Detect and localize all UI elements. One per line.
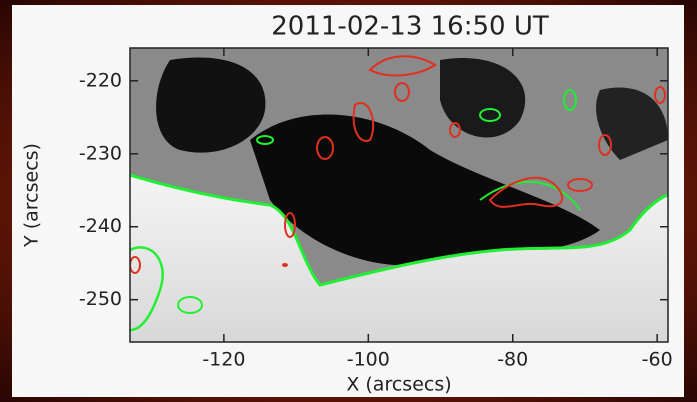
x-tick-label: -60 [642, 349, 673, 371]
solar-image [130, 48, 668, 342]
x-tick-label: -80 [497, 349, 528, 371]
y-axis-label: Y (arcsecs) [21, 143, 43, 248]
y-tick-label: -220 [79, 69, 122, 91]
x-tick-label: -120 [202, 349, 245, 371]
chart-title: 2011-02-13 16:50 UT [271, 12, 549, 42]
y-tick-label: -250 [79, 288, 122, 310]
x-axis-label: X (arcsecs) [346, 374, 451, 396]
chart: 2011-02-13 16:50 UT X (arcsecs) Y (arcse… [0, 0, 697, 402]
page: 2011-02-13 16:50 UT X (arcsecs) Y (arcse… [0, 0, 697, 402]
y-tick-label: -230 [79, 142, 122, 164]
y-tick-label: -240 [79, 215, 122, 237]
x-tick-label: -100 [347, 349, 390, 371]
